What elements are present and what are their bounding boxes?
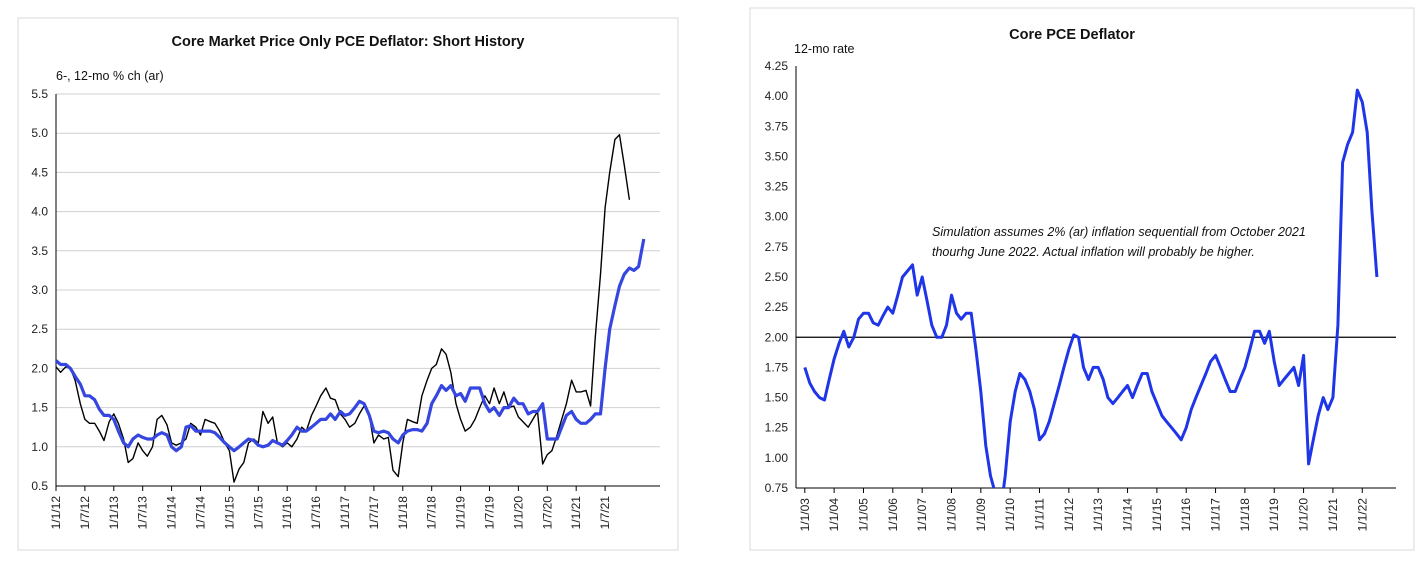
annotation-line-2: thourhg June 2022. Actual inflation will… (932, 245, 1255, 259)
x-tick-label: 1/7/13 (136, 496, 150, 530)
x-tick-label: 1/1/12 (49, 496, 63, 530)
x-tick-label: 1/7/19 (482, 496, 496, 530)
x-tick-label: 1/1/03 (798, 498, 812, 532)
chart-title: Core Market Price Only PCE Deflator: Sho… (172, 34, 525, 50)
x-tick-label: 1/1/20 (1297, 498, 1311, 532)
y-tick-label: 1.5 (31, 401, 48, 415)
series-line-2 (54, 238, 646, 453)
x-tick-label: 1/1/21 (569, 496, 583, 530)
x-tick-label: 1/7/17 (367, 496, 381, 530)
x-tick-label: 1/1/18 (396, 496, 410, 530)
chart-panel-right: Core PCE Deflator 12-mo rate Simulation … (714, 0, 1428, 587)
y-tick-label: 5.0 (31, 126, 48, 140)
x-tick-label: 1/1/04 (827, 498, 841, 532)
x-tick-label: 1/1/19 (454, 496, 468, 530)
y-tick-labels: 4.25 4.00 3.75 3.50 3.25 3.00 2.75 2.50 2.25 2.00… (765, 59, 789, 495)
x-tick-label: 1/7/15 (251, 496, 265, 530)
x-tick-label: 1/1/08 (945, 498, 959, 532)
y-tick-label: 3.50 (765, 149, 789, 163)
y-tick-label: 4.5 (31, 165, 48, 179)
y-tick-label: 0.75 (765, 481, 789, 495)
x-tick-label: 1/1/06 (886, 498, 900, 532)
x-tick-label: 1/1/18 (1238, 498, 1252, 532)
x-tick-labels: 1/1/12 1/7/12 1/1/13 1/7/13 1/1/14 1/7/14 1/1/… (49, 496, 612, 530)
y-tick-label: 3.5 (31, 244, 48, 258)
chart-frame (17, 17, 679, 551)
series-line-1 (55, 134, 631, 483)
y-tick-label: 1.0 (31, 440, 48, 454)
x-tick-label: 1/7/16 (309, 496, 323, 530)
x-tick-label: 1/1/10 (1003, 498, 1017, 532)
x-tick-label: 1/1/19 (1267, 498, 1281, 532)
x-tick-label: 1/1/21 (1326, 498, 1340, 532)
y-axis-label: 6-, 12-mo % ch (ar) (56, 69, 164, 83)
x-tick-labels: 1/1/03 1/1/04 1/1/05 1/1/06 1/1/07 1/1/08 1/1/… (798, 498, 1369, 532)
y-tick-labels: 5.5 5.0 4.5 4.0 3.5 3.0 2.5 2.0 1.5 1.0 0.5 (31, 87, 48, 493)
x-tick-label: 1/7/20 (540, 496, 554, 530)
x-tick-label: 1/1/20 (511, 496, 525, 530)
y-tick-label: 3.75 (765, 119, 789, 133)
y-tick-label: 4.00 (765, 89, 789, 103)
x-tick-label: 1/1/16 (1179, 498, 1193, 532)
x-tick-label: 1/7/21 (598, 496, 612, 530)
core-market-pce-chart: Core Market Price Only PCE Deflator: Sho… (17, 17, 679, 551)
y-tick-label: 4.0 (31, 205, 48, 219)
chart-frame (749, 7, 1415, 551)
chart-title: Core PCE Deflator (1009, 27, 1135, 43)
x-tick-label: 1/1/15 (222, 496, 236, 530)
x-tick-label: 1/7/12 (78, 496, 92, 530)
y-tick-label: 2.75 (765, 240, 789, 254)
axes (55, 94, 660, 491)
x-tick-label: 1/1/14 (1121, 498, 1135, 532)
y-tick-label: 2.50 (765, 270, 789, 284)
y-tick-label: 3.00 (765, 210, 789, 224)
y-tick-label: 1.75 (765, 360, 789, 374)
x-tick-label: 1/1/09 (974, 498, 988, 532)
series-lines (803, 88, 1379, 488)
x-tick-label: 1/1/22 (1355, 498, 1369, 532)
x-tick-label: 1/1/14 (165, 496, 179, 530)
y-tick-label: 3.0 (31, 283, 48, 297)
x-tick-label: 1/1/16 (280, 496, 294, 530)
x-tick-label: 1/1/17 (1209, 498, 1223, 532)
y-tick-label: 2.00 (765, 330, 789, 344)
core-pce-deflator-chart: Core PCE Deflator 12-mo rate Simulation … (749, 7, 1415, 551)
x-tick-label: 1/1/12 (1062, 498, 1076, 532)
y-tick-label: 2.0 (31, 361, 48, 375)
y-tick-label: 3.25 (765, 180, 789, 194)
y-tick-label: 2.5 (31, 322, 48, 336)
y-tick-label: 2.25 (765, 300, 789, 314)
x-tick-label: 1/1/07 (915, 498, 929, 532)
x-tick-label: 1/1/17 (338, 496, 352, 530)
y-tick-label: 1.50 (765, 391, 789, 405)
y-tick-label: 1.25 (765, 421, 789, 435)
y-tick-label: 0.5 (31, 479, 48, 493)
y-tick-label: 1.00 (765, 451, 789, 465)
x-tick-label: 1/1/13 (107, 496, 121, 530)
x-tick-label: 1/7/18 (425, 496, 439, 530)
x-tick-label: 1/1/13 (1091, 498, 1105, 532)
annotation-line-1: Simulation assumes 2% (ar) inflation seq… (932, 225, 1306, 239)
x-tick-label: 1/1/05 (856, 498, 870, 532)
x-tick-label: 1/1/11 (1033, 498, 1047, 531)
y-axis-label: 12-mo rate (794, 42, 854, 56)
chart-panel-left: Core Market Price Only PCE Deflator: Sho… (17, 17, 679, 551)
y-tick-label: 5.5 (31, 87, 48, 101)
axes (795, 66, 1396, 493)
series-lines (54, 134, 646, 483)
y-tick-label: 4.25 (765, 59, 789, 73)
series-line-1 (803, 88, 1379, 488)
x-tick-label: 1/7/14 (193, 496, 207, 530)
x-tick-label: 1/1/15 (1150, 498, 1164, 532)
